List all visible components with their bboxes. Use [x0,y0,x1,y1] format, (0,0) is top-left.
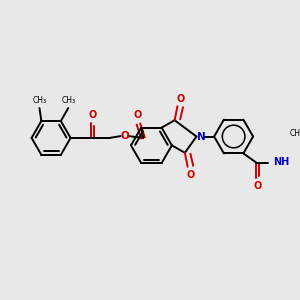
Text: NH: NH [273,157,289,167]
Text: O: O [176,94,184,103]
Text: O: O [88,110,97,120]
Text: CH₃: CH₃ [61,96,75,105]
Text: CH₃: CH₃ [32,96,46,105]
Text: N: N [197,131,206,142]
Text: O: O [134,110,142,120]
Text: CH₃: CH₃ [290,129,300,138]
Text: O: O [120,131,129,141]
Text: O: O [186,170,195,180]
Text: O: O [254,181,262,191]
